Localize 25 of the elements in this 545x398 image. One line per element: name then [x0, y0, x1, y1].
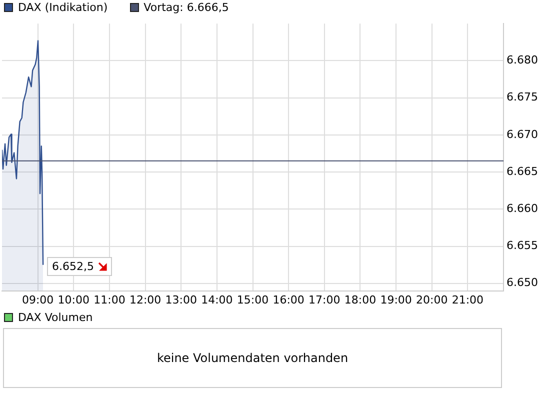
x-tick-label: 15:00 — [236, 293, 269, 306]
x-tick-label: 20:00 — [416, 293, 448, 306]
y-tick-label: 6.670 — [506, 128, 538, 141]
x-tick-label: 13:00 — [165, 293, 197, 306]
x-tick-label: 12:00 — [129, 293, 162, 306]
x-tick-label: 09:00 — [22, 293, 54, 306]
text: DAX Volumen — [18, 310, 93, 324]
y-tick-label: 6.665 — [506, 164, 538, 178]
x-tick-label: 11:00 — [94, 293, 126, 306]
legend-label: Vortag: 6.666,5 — [144, 0, 229, 14]
legend-label: DAX (Indikation) — [18, 0, 108, 14]
y-tick-label: 6.650 — [506, 276, 538, 290]
y-tick-label: 6.675 — [506, 90, 538, 104]
x-tick-label: 17:00 — [308, 293, 340, 306]
x-tick-label: 18:00 — [344, 293, 376, 306]
x-tick-label: 16:00 — [272, 293, 304, 306]
y-tick-label: 6.655 — [506, 239, 538, 252]
text: keine Volumendaten vorhanden — [156, 351, 348, 365]
x-tick-label: 10:00 — [58, 293, 90, 306]
y-tick-label: 6.680 — [506, 54, 538, 67]
x-tick-label: 21:00 — [452, 293, 484, 306]
x-tick-label: 14:00 — [201, 293, 233, 306]
y-tick-label: 6.660 — [506, 202, 538, 216]
x-tick-label: 19:00 — [380, 293, 412, 306]
annotation: 6.652,5 — [52, 260, 94, 273]
